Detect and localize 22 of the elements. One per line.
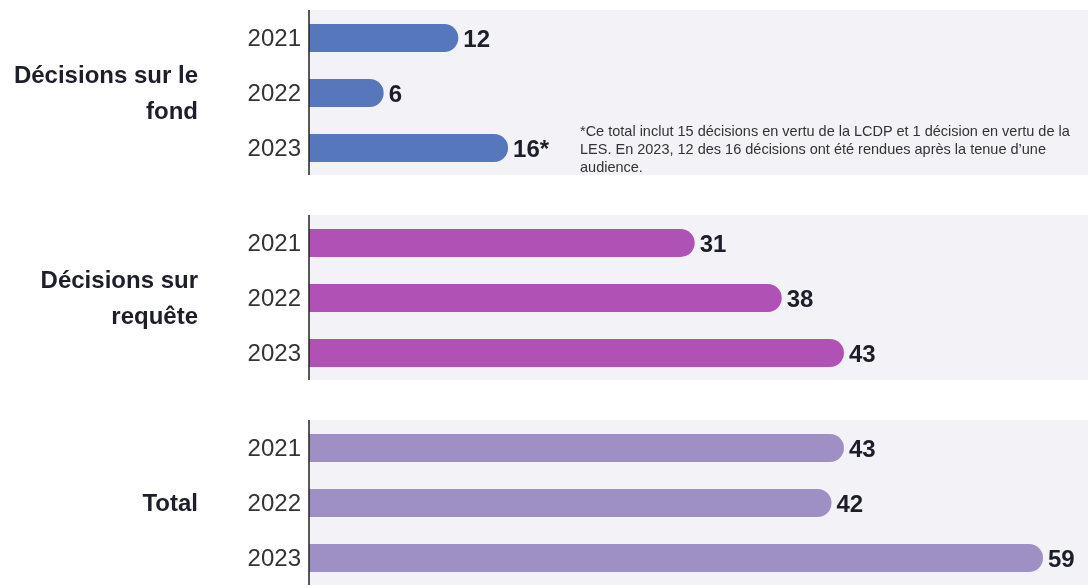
data-label: 43 xyxy=(848,434,876,462)
y-tick-label: 2021 xyxy=(247,229,301,257)
y-tick-label: 2022 xyxy=(247,284,301,312)
y-tick-label: 2021 xyxy=(247,434,301,462)
data-label: 42 xyxy=(836,489,864,517)
y-tick-label: 2023 xyxy=(247,544,301,572)
data-label: 6 xyxy=(388,79,402,107)
text: *Ce total inclut 15 décisions en vertu de la LCDP et 1 décision en vertu de la LES. En 2023, 12 des 16 décisions ont été rendues après la tenue d’une audience. xyxy=(580,122,1071,176)
y-axis-title: Total xyxy=(142,487,198,518)
y-tick-label: 2023 xyxy=(247,134,301,162)
data-label: 12 xyxy=(463,24,490,52)
data-label: 38 xyxy=(786,284,814,312)
data-label: 43 xyxy=(848,339,876,367)
y-axis-title: Décisions sur le fond xyxy=(12,59,198,126)
y-tick-label: 2022 xyxy=(247,489,301,517)
data-label: 59 xyxy=(1048,544,1075,572)
y-tick-label: 2021 xyxy=(247,24,301,52)
data-label: 31 xyxy=(699,229,727,257)
y-tick-label: 2023 xyxy=(247,339,301,367)
y-tick-label: 2022 xyxy=(247,79,301,107)
y-axis-title: Décisions sur requête xyxy=(39,264,198,331)
data-label: 16* xyxy=(513,134,550,162)
